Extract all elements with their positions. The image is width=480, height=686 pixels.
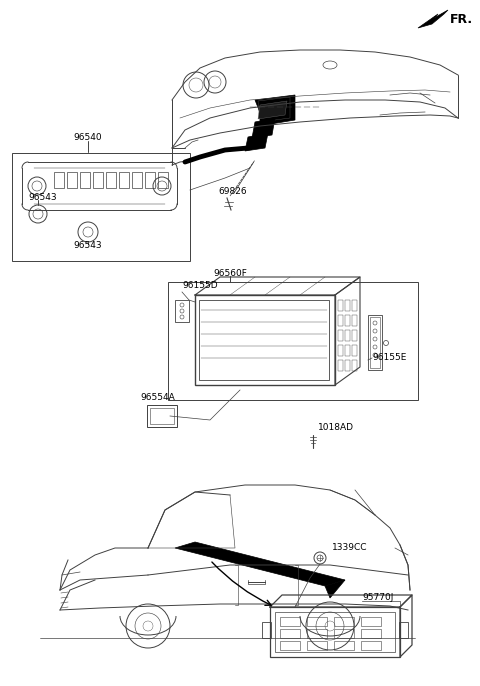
Bar — [370, 317, 380, 368]
Bar — [145, 172, 155, 188]
Text: 96560F: 96560F — [213, 268, 247, 278]
Bar — [334, 629, 354, 638]
Polygon shape — [175, 542, 345, 586]
Bar — [168, 282, 418, 400]
Bar — [280, 629, 300, 638]
Polygon shape — [258, 101, 287, 119]
Text: 96540: 96540 — [74, 132, 102, 141]
Text: 96543: 96543 — [28, 193, 57, 202]
Text: 69826: 69826 — [218, 187, 247, 196]
Polygon shape — [258, 97, 290, 122]
Bar — [361, 641, 381, 650]
Bar — [280, 641, 300, 650]
Bar — [307, 641, 327, 650]
Bar — [262, 622, 271, 638]
Bar — [195, 295, 335, 385]
Bar — [338, 345, 343, 356]
Bar — [352, 330, 357, 341]
Bar — [361, 629, 381, 638]
Bar — [345, 345, 350, 356]
Bar — [352, 360, 357, 371]
Bar — [334, 617, 354, 626]
Bar — [54, 172, 64, 188]
Bar — [345, 315, 350, 326]
Bar — [307, 629, 327, 638]
Polygon shape — [418, 10, 448, 28]
Bar — [175, 300, 189, 322]
Polygon shape — [252, 118, 275, 138]
Polygon shape — [255, 95, 295, 125]
Bar — [67, 172, 77, 188]
Bar — [338, 300, 343, 311]
Text: 1018AD: 1018AD — [318, 423, 354, 432]
Bar — [199, 300, 329, 380]
Text: 95770J: 95770J — [362, 593, 394, 602]
Text: 96543: 96543 — [74, 241, 102, 250]
Bar — [368, 315, 382, 370]
Bar — [93, 172, 103, 188]
Bar — [12, 153, 190, 261]
Bar — [132, 172, 142, 188]
Polygon shape — [325, 580, 345, 598]
Bar — [361, 617, 381, 626]
Bar — [345, 360, 350, 371]
Bar — [345, 330, 350, 341]
Bar — [150, 408, 174, 424]
Bar — [275, 612, 395, 652]
Bar — [399, 622, 408, 638]
Bar — [270, 607, 400, 657]
Bar — [345, 300, 350, 311]
Bar — [338, 315, 343, 326]
Bar — [147, 405, 177, 427]
Bar — [338, 360, 343, 371]
Text: 96155E: 96155E — [372, 353, 407, 362]
Text: 96554A: 96554A — [140, 394, 175, 403]
Bar — [307, 617, 327, 626]
Bar — [334, 641, 354, 650]
Bar — [158, 172, 168, 188]
Bar — [338, 330, 343, 341]
Bar — [280, 617, 300, 626]
Bar — [352, 315, 357, 326]
Bar — [119, 172, 129, 188]
Bar — [106, 172, 116, 188]
Polygon shape — [245, 133, 268, 151]
Bar — [80, 172, 90, 188]
Bar — [352, 345, 357, 356]
Text: 1339CC: 1339CC — [332, 543, 368, 552]
Text: 96155D: 96155D — [182, 281, 217, 289]
Bar — [352, 300, 357, 311]
Text: FR.: FR. — [450, 13, 473, 26]
